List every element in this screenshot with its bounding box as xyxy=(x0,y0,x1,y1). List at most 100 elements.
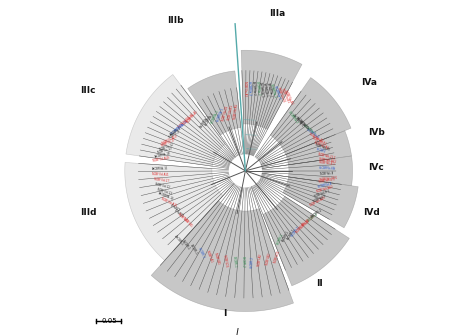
Text: TaCBFIIIb-B1: TaCBFIIIb-B1 xyxy=(227,105,234,121)
Text: HvCBF2: HvCBF2 xyxy=(315,147,326,154)
Text: TaCBFIVb-A21: TaCBFIVb-A21 xyxy=(318,157,336,164)
Text: HvCBFI-2: HvCBFI-2 xyxy=(249,256,254,268)
Text: OsCBFI-1: OsCBFI-1 xyxy=(232,256,237,268)
Text: OsCBFIIIb-1: OsCBFIIIb-1 xyxy=(246,148,258,150)
Text: TaCBFIIId-17: TaCBFIIId-17 xyxy=(153,177,169,183)
Text: ZmCBFII-2: ZmCBFII-2 xyxy=(310,208,323,219)
Text: IIId: IIId xyxy=(80,208,96,217)
Text: TaCBFIIId-A11: TaCBFIIId-A11 xyxy=(151,172,169,177)
Text: TaCBFIIIb-D1: TaCBFIIIb-D1 xyxy=(221,106,229,123)
Polygon shape xyxy=(270,77,351,154)
Text: TaCBFI-A1: TaCBFI-A1 xyxy=(176,212,189,223)
Text: TaCBFIIIb-A1: TaCBFIIIb-A1 xyxy=(233,104,239,121)
Text: HvCBFI-1: HvCBFI-1 xyxy=(197,247,205,259)
Text: SbCBFIIIa-1: SbCBFIIIa-1 xyxy=(262,82,269,97)
Text: IVc: IVc xyxy=(368,163,384,172)
Text: IIIa: IIIa xyxy=(269,9,285,18)
Text: 0.05: 0.05 xyxy=(101,318,117,324)
Text: TaCBFIIId-A15: TaCBFIIId-A15 xyxy=(160,196,177,207)
Text: TaCBFIVa-B1: TaCBFIVa-B1 xyxy=(310,136,326,146)
Text: HvCBFIIIa-2: HvCBFIIIa-2 xyxy=(247,80,252,95)
Text: OsCBFII-2: OsCBFII-2 xyxy=(307,212,319,223)
Text: TaCBFIIId-12: TaCBFIIId-12 xyxy=(154,182,171,189)
Text: HvCBFIVc-6A: HvCBFIVc-6A xyxy=(319,166,336,171)
Text: OsCBFII-1: OsCBFII-1 xyxy=(276,232,285,245)
Text: TaCBFIIIc-13: TaCBFIIIc-13 xyxy=(156,147,172,155)
Text: HvCBFIVd-8: HvCBFIVd-8 xyxy=(317,182,332,189)
Text: ZmCBFIVa-1: ZmCBFIVa-1 xyxy=(291,113,304,128)
Text: TaCBFIIIc-17: TaCBFIIIc-17 xyxy=(160,138,175,148)
Text: ZmCBFIIIa-1: ZmCBFIIIa-1 xyxy=(258,81,265,97)
Text: HvCBFII-1: HvCBFII-1 xyxy=(291,225,301,238)
Text: TaCBFIVc-14.1: TaCBFIVc-14.1 xyxy=(318,176,337,182)
Text: OsCBFIIIb-2: OsCBFIIIb-2 xyxy=(245,134,257,135)
Text: TaCBFIIIc-B1: TaCBFIIIc-B1 xyxy=(182,113,195,127)
Text: TaCBFI-B1: TaCBFI-B1 xyxy=(182,216,193,228)
Text: OsCBFIIIa-2: OsCBFIIIa-2 xyxy=(255,81,260,96)
Text: HvCBFIIIa-1: HvCBFIIIa-1 xyxy=(273,85,282,100)
Polygon shape xyxy=(241,50,302,129)
Text: HvCBFIIIc-12: HvCBFIIIc-12 xyxy=(173,119,188,133)
Text: IIIb: IIIb xyxy=(167,16,183,24)
Text: TaCBFI-A1: TaCBFI-A1 xyxy=(205,249,213,262)
Text: TaCBFIVd-4.1: TaCBFIVd-4.1 xyxy=(318,178,335,184)
Text: BdCBFI-1: BdCBFI-1 xyxy=(189,244,198,256)
Text: TaCBFIVb-16: TaCBFIVb-16 xyxy=(313,143,330,152)
Text: TaCBFIIIa-A2: TaCBFIIIa-A2 xyxy=(243,80,247,96)
Text: SbCBFI-1: SbCBFI-1 xyxy=(181,240,191,252)
Text: TaCBFIIIc-12: TaCBFIIIc-12 xyxy=(158,142,174,151)
Text: TaCBFIVb-21.1: TaCBFIVb-21.1 xyxy=(317,152,336,160)
Text: TaCBFIIIc-A13: TaCBFIIIc-A13 xyxy=(160,134,178,145)
Text: HvCBFIIIc-6A: HvCBFIIIc-6A xyxy=(170,123,185,136)
Text: TaCBFIIIa-B1: TaCBFIIIa-B1 xyxy=(280,87,290,103)
Text: TaCBFII-A1: TaCBFII-A1 xyxy=(295,221,307,234)
Text: AeCBFIII-2: AeCBFIII-2 xyxy=(169,126,182,137)
Text: IIIc: IIIc xyxy=(80,86,96,95)
Text: TaCBFIIIa-D1: TaCBFIIIa-D1 xyxy=(276,86,286,103)
Text: SbCBFII-1: SbCBFII-1 xyxy=(286,228,296,240)
Text: BdCBFIIIb-1: BdCBFIIIb-1 xyxy=(204,111,215,126)
Text: AeCBFIIId-11: AeCBFIIId-11 xyxy=(152,166,168,171)
Text: IVd: IVd xyxy=(363,208,379,217)
Text: I: I xyxy=(236,328,238,335)
Polygon shape xyxy=(263,196,349,286)
Polygon shape xyxy=(125,162,223,261)
Text: AeCBFIIId-14: AeCBFIIId-14 xyxy=(158,192,175,202)
Text: SbCBFIVa-1: SbCBFIVa-1 xyxy=(295,116,308,130)
Text: BdCBFIVa-1: BdCBFIVa-1 xyxy=(299,120,312,133)
Text: BdCBFIIIa-1: BdCBFIIIa-1 xyxy=(265,83,273,98)
Text: TaCBFI-D1: TaCBFI-D1 xyxy=(222,253,229,267)
Text: BdCBFII-1: BdCBFII-1 xyxy=(281,230,291,243)
Text: TaCBFIVc-8: TaCBFIVc-8 xyxy=(319,171,333,176)
Text: TaCBFI-D2: TaCBFI-D2 xyxy=(273,250,282,264)
Text: TaCBFIIIa-A1: TaCBFIIIa-A1 xyxy=(283,89,294,105)
Text: TaCBFI-A2: TaCBFI-A2 xyxy=(257,254,263,267)
Text: TaCBFIIId-13: TaCBFIIId-13 xyxy=(156,187,173,196)
Text: TaCBFI-B2: TaCBFI-B2 xyxy=(265,253,273,266)
Text: OsCBFIVa-2: OsCBFIVa-2 xyxy=(287,110,299,125)
Polygon shape xyxy=(188,71,241,135)
Text: F-HvBZ1: F-HvBZ1 xyxy=(169,204,181,213)
Text: TaCBFI-B1: TaCBFI-B1 xyxy=(213,252,221,265)
Text: SbCBFIIIb-1: SbCBFIIIb-1 xyxy=(199,114,210,128)
Text: HvCBFIVa-2: HvCBFIVa-2 xyxy=(305,127,319,139)
Text: TaCBFIVd-A25: TaCBFIVd-A25 xyxy=(309,196,327,208)
Polygon shape xyxy=(151,201,293,312)
Text: TaCBFIIIc-D1: TaCBFIIIc-D1 xyxy=(177,116,191,130)
Polygon shape xyxy=(283,177,358,228)
Text: TaCBFIIIc-A1: TaCBFIIIc-A1 xyxy=(185,110,199,125)
Text: II: II xyxy=(316,279,322,287)
Text: TaCBFII-B1: TaCBFII-B1 xyxy=(299,218,311,231)
Text: TaCBFIVd-A22: TaCBFIVd-A22 xyxy=(315,185,334,194)
Polygon shape xyxy=(126,74,225,166)
Text: ZmCBFI-1: ZmCBFI-1 xyxy=(173,234,184,247)
Text: OsCBFIIIa-1: OsCBFIIIa-1 xyxy=(269,83,277,99)
Text: TeCBFIII-2: TeCBFIII-2 xyxy=(167,130,180,140)
Text: TaCBFIVa-A1: TaCBFIVa-A1 xyxy=(312,140,329,150)
Text: HvCBFIIIb-1: HvCBFIIIb-1 xyxy=(216,107,224,123)
Text: TaCBFIVd-9: TaCBFIVd-9 xyxy=(311,194,326,204)
Text: IVa: IVa xyxy=(361,78,377,86)
Text: AeCBFIIId-18: AeCBFIIId-18 xyxy=(154,151,171,159)
Text: E-HvBZ1: E-HvBZ1 xyxy=(173,208,184,218)
Text: TaCBFIVc-4.1: TaCBFIVc-4.1 xyxy=(318,160,336,166)
